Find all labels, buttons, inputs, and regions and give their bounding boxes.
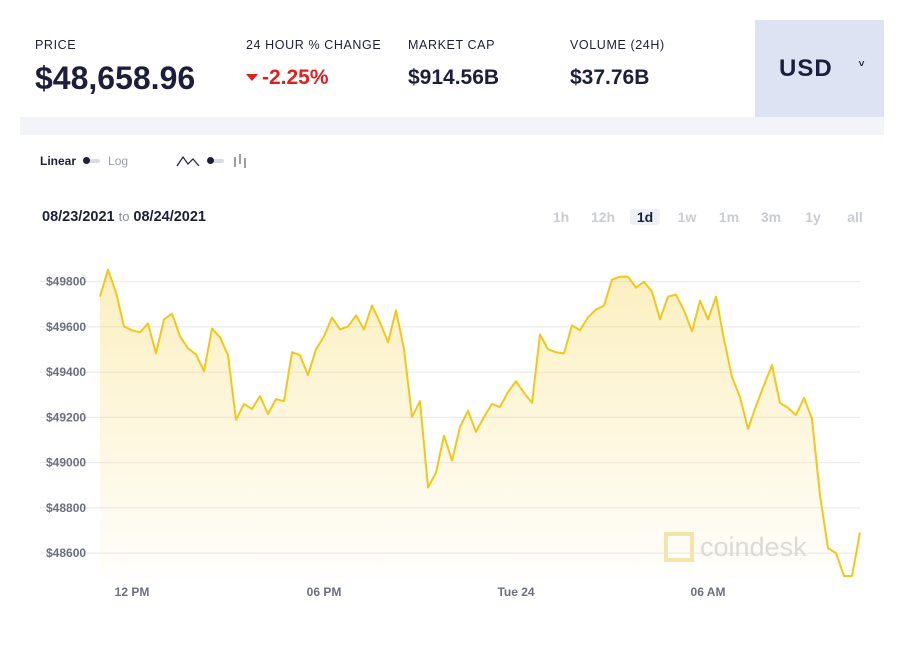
stat-volume: VOLUME (24H) $37.76B (570, 38, 665, 90)
y-tick-label: $49800 (46, 275, 86, 289)
x-tick-label: 12 PM (115, 585, 150, 599)
stat-market-cap: MARKET CAP $914.56B (408, 38, 499, 90)
range-button[interactable]: 1d (630, 209, 660, 225)
scale-toggle[interactable] (83, 157, 101, 164)
log-option[interactable]: Log (108, 154, 129, 168)
type-toggle[interactable] (207, 157, 225, 164)
date-to: 08/24/2021 (133, 209, 206, 225)
y-tick-label: $49400 (46, 365, 86, 379)
range-button[interactable]: 1y (805, 209, 821, 225)
stat-value: $914.56B (408, 66, 500, 89)
divider-strip (20, 117, 884, 135)
range-button[interactable]: 1h (552, 209, 570, 225)
stat-value-wrap: -2.25% (246, 66, 381, 90)
currency: USD (779, 54, 833, 82)
y-tick-label: $48800 (46, 501, 86, 515)
x-tick-label: 06 AM (691, 585, 726, 599)
y-tick-label: $49600 (46, 320, 86, 334)
y-tick-label: $49200 (46, 410, 86, 424)
stat-price: PRICE $48,658.96 (35, 38, 195, 97)
x-tick-label: Tue 24 (497, 585, 534, 599)
area (100, 269, 860, 578)
range-button[interactable]: 1w (677, 209, 697, 225)
range-button[interactable]: 1m (718, 209, 740, 225)
scale-controls: Linear Log (40, 153, 248, 169)
y-tick-label: $48600 (46, 546, 86, 560)
line-icon[interactable] (176, 154, 200, 168)
stat-value: -2.25% (262, 66, 329, 89)
stat-label: 24 HOUR % CHANGE (246, 38, 382, 52)
candle-icon[interactable] (232, 153, 248, 169)
currency-select[interactable]: USD ˅ (755, 20, 884, 117)
stat-value: $37.76B (570, 66, 650, 89)
x-tick-label: 06 PM (307, 585, 342, 599)
down-arrow (246, 74, 258, 82)
stat-change: 24 HOUR % CHANGE -2.25% (246, 38, 381, 90)
stat-label: PRICE (35, 38, 77, 52)
linear-option[interactable]: Linear (40, 154, 77, 168)
date-range: 08/23/2021 to 08/24/2021 (42, 209, 206, 225)
y-tick-label: $49000 (46, 456, 86, 470)
stat-value: $48,658.96 (35, 60, 196, 96)
line (99, 268, 861, 577)
date-from: 08/23/2021 (42, 209, 115, 225)
date-sep: to (118, 209, 130, 224)
caret: ˅ (858, 59, 866, 70)
stat-label: MARKET CAP (408, 38, 496, 52)
range-buttons: 1h 12h 1d 1w 1m 3m 1y all (540, 209, 876, 225)
stat-label: VOLUME (24H) (570, 38, 665, 52)
chart: $48600 $48800 $49000 $49200 $49400 $49600 $498… (40, 268, 861, 599)
range-button[interactable]: all (847, 209, 863, 225)
range-button[interactable]: 3m (760, 209, 782, 225)
range-button[interactable]: 12h (590, 209, 616, 225)
